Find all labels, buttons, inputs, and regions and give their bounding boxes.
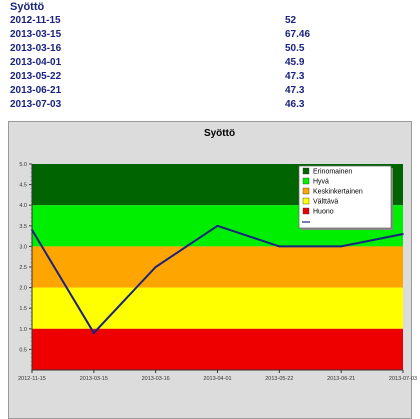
x-tick-label: 2012-11-15 xyxy=(18,376,46,382)
row-date: 2013-03-15 xyxy=(10,29,62,40)
legend-label: Huono xyxy=(313,209,334,216)
x-tick-label: 2013-03-16 xyxy=(142,376,170,382)
row-value: 52 xyxy=(285,15,297,26)
row-value: 46.3 xyxy=(285,99,305,110)
table-row: 2013-07-03 46.3 xyxy=(0,99,420,114)
row-date: 2013-05-22 xyxy=(10,71,62,82)
row-value: 47.3 xyxy=(285,85,305,96)
legend-swatch xyxy=(302,197,310,205)
y-tick-label: 0.5 xyxy=(19,347,27,353)
table-row: 2013-03-15 67.46 xyxy=(0,29,420,44)
data-point xyxy=(31,229,33,231)
legend-swatch xyxy=(302,167,310,175)
data-point xyxy=(278,245,281,248)
data-point xyxy=(340,245,342,248)
legend-label: Keskinkertainen xyxy=(313,189,363,196)
band-3 xyxy=(32,287,403,329)
row-value: 45.9 xyxy=(285,57,305,68)
table-row: 2013-04-01 45.9 xyxy=(0,57,420,72)
y-tick-label: 5.0 xyxy=(19,162,27,168)
row-value: 67.46 xyxy=(285,29,311,40)
table-row: 2013-03-16 50.5 xyxy=(0,43,420,58)
data-point xyxy=(402,233,404,235)
table-row: 2013-05-22 47.3 xyxy=(0,71,420,86)
y-tick-label: 4.5 xyxy=(19,183,27,189)
legend-box xyxy=(298,165,392,229)
row-date: 2012-11-15 xyxy=(10,15,61,26)
chart-title: Syöttö xyxy=(204,128,235,139)
legend-swatch xyxy=(302,207,310,215)
table-row: 2012-11-15 52 xyxy=(0,15,420,30)
legend-swatch xyxy=(302,187,310,195)
y-tick-label: 1.0 xyxy=(19,327,27,333)
table-title: Syöttö xyxy=(10,1,45,13)
data-point xyxy=(154,266,157,268)
legend-label: Erinomainen xyxy=(313,169,352,176)
x-tick-label: 2013-03-15 xyxy=(80,376,108,382)
row-date: 2013-07-03 xyxy=(10,99,62,110)
row-date: 2013-06-21 xyxy=(10,85,62,96)
row-date: 2013-03-16 xyxy=(10,43,62,54)
x-tick-label: 2013-04-01 xyxy=(203,376,231,382)
data-point xyxy=(216,225,219,227)
row-value: 50.5 xyxy=(285,43,305,54)
table-row: 2013-06-21 47.3 xyxy=(0,85,420,100)
legend-label: Välttävä xyxy=(313,199,338,206)
legend-label: Hyvä xyxy=(313,179,329,186)
band-4 xyxy=(32,328,403,370)
y-tick-label: 4.0 xyxy=(19,203,27,209)
row-value: 47.3 xyxy=(285,71,305,82)
x-tick-label: 2013-07-03 xyxy=(389,376,417,382)
y-tick-label: 1.5 xyxy=(19,306,27,312)
x-tick-label: 2013-06-21 xyxy=(327,376,355,382)
band-2 xyxy=(32,246,403,288)
legend-swatch xyxy=(302,177,310,185)
y-tick-label: 2.0 xyxy=(19,286,27,292)
y-tick-label: 2.5 xyxy=(19,265,27,271)
row-date: 2013-04-01 xyxy=(10,57,62,68)
y-tick-label: 3.5 xyxy=(19,224,27,230)
y-tick-label: 3.0 xyxy=(19,244,27,250)
data-point xyxy=(93,332,95,334)
x-tick-label: 2013-05-22 xyxy=(265,376,293,382)
